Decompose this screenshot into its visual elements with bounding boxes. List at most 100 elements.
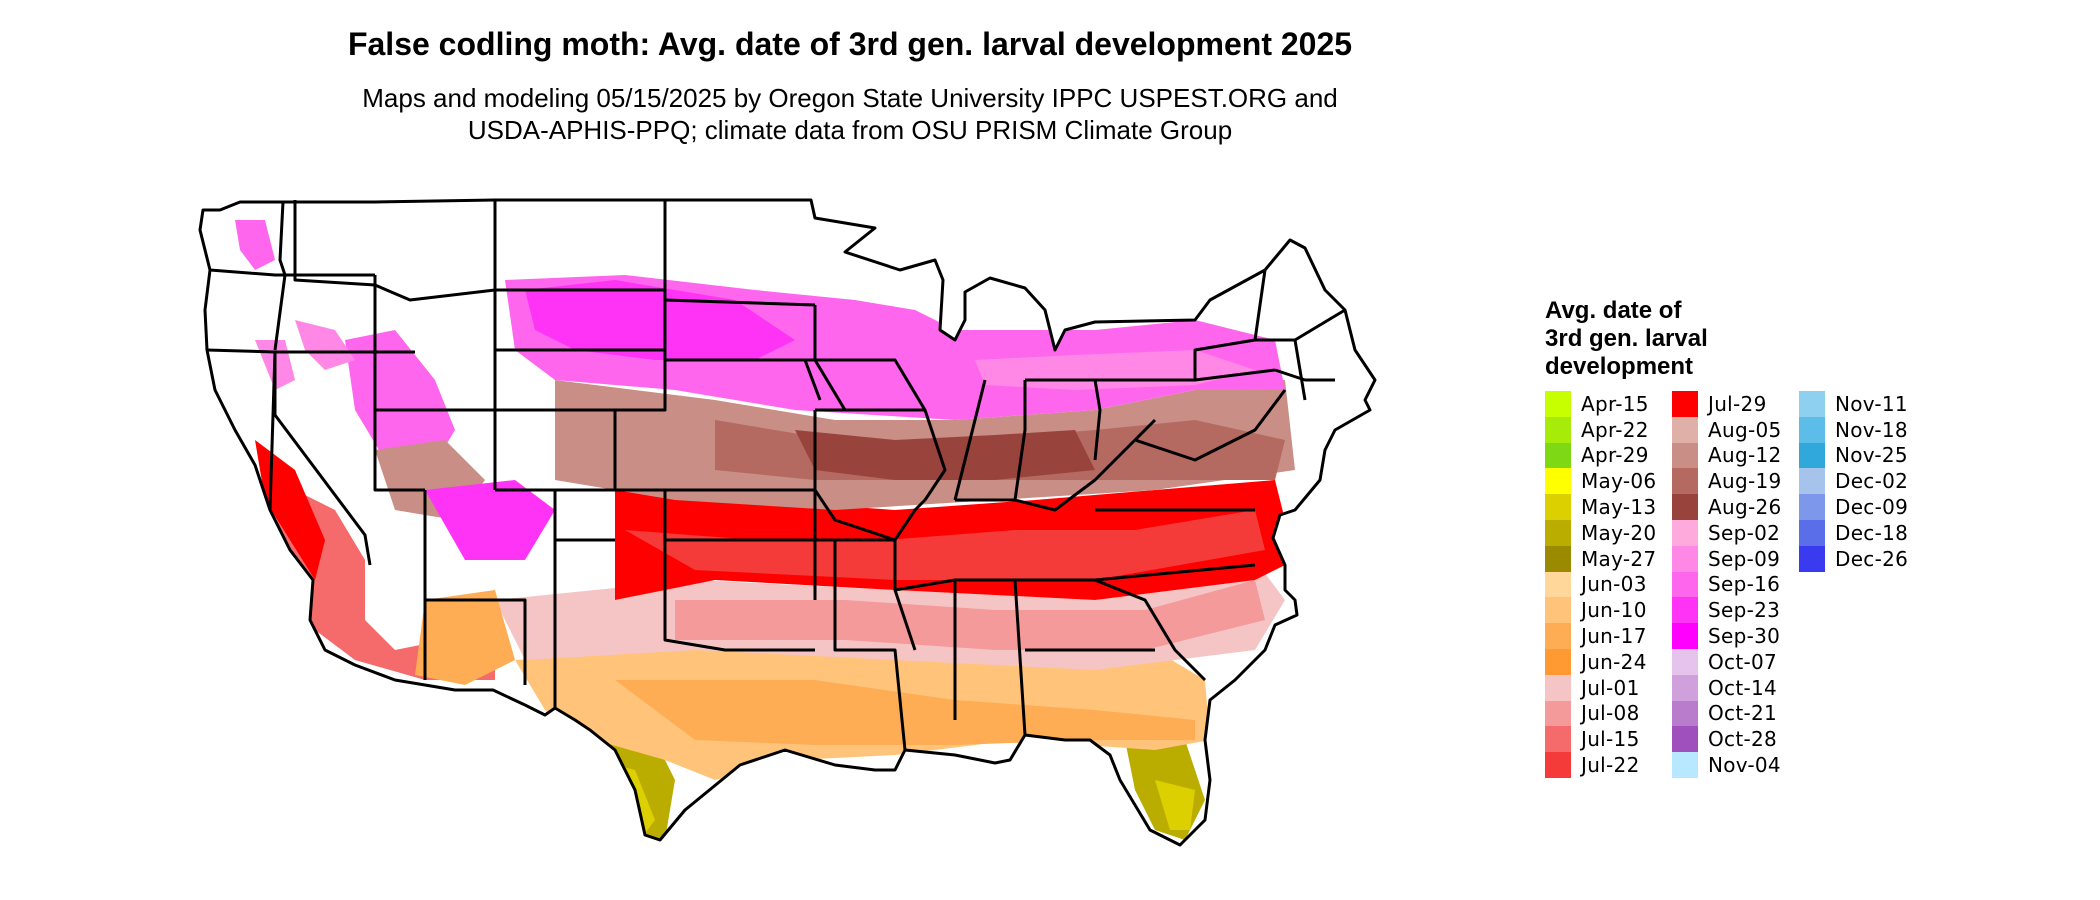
legend-item: Jun-17 (1545, 623, 1672, 649)
legend-item: Sep-23 (1672, 597, 1799, 624)
legend-swatch (1672, 648, 1698, 675)
legend-title: Avg. date of 3rd gen. larval development (1545, 297, 1926, 381)
legend-label: Nov-18 (1835, 417, 1908, 442)
legend-swatch (1545, 416, 1571, 443)
legend-label: Apr-15 (1581, 391, 1649, 416)
legend-swatch (1545, 648, 1571, 675)
legend-swatch (1799, 519, 1825, 546)
legend-item: Sep-16 (1672, 571, 1799, 598)
legend-label: Sep-02 (1708, 520, 1781, 545)
legend-label: Dec-09 (1835, 495, 1909, 520)
legend-item: Jun-10 (1545, 597, 1672, 624)
legend-item: Dec-09 (1799, 494, 1926, 520)
map-subtitle: Maps and modeling 05/15/2025 by Oregon S… (0, 82, 1700, 146)
legend-item: Oct-14 (1672, 674, 1799, 701)
legend-swatch (1545, 700, 1571, 727)
subtitle-line-2: USDA-APHIS-PPQ; climate data from OSU PR… (467, 115, 1233, 145)
legend-swatch (1545, 391, 1571, 417)
legend-item: Sep-02 (1672, 519, 1799, 546)
legend-label: Sep-16 (1708, 572, 1781, 597)
legend-label: Aug-12 (1708, 443, 1782, 468)
legend-item: Jul-08 (1545, 700, 1672, 727)
legend-swatch (1672, 545, 1698, 572)
legend-item: Aug-26 (1672, 494, 1799, 520)
legend-item: Jul-29 (1672, 391, 1799, 417)
legend-label: May-13 (1581, 495, 1657, 520)
legend-swatch (1545, 571, 1571, 598)
legend: Avg. date of 3rd gen. larval development… (1545, 297, 1926, 778)
legend-swatch (1545, 468, 1571, 495)
legend-swatch (1672, 571, 1698, 598)
legend-item: Dec-26 (1799, 545, 1926, 572)
legend-label: May-20 (1581, 520, 1657, 545)
legend-item: May-13 (1545, 494, 1672, 520)
legend-label: Jun-03 (1581, 572, 1647, 597)
legend-label: Dec-18 (1835, 520, 1909, 545)
legend-item: May-06 (1545, 468, 1672, 495)
legend-label: Jul-29 (1708, 391, 1767, 416)
legend-label: Oct-21 (1708, 701, 1778, 726)
legend-label: Aug-19 (1708, 469, 1782, 494)
legend-item: Apr-29 (1545, 442, 1672, 469)
legend-item: Apr-15 (1545, 391, 1672, 417)
legend-label: Aug-26 (1708, 495, 1782, 520)
legend-columns: Apr-15 Apr-22 Apr-29 May-06 May-13 May-20 May-… (1545, 391, 1926, 778)
legend-swatch (1545, 674, 1571, 701)
legend-swatch (1545, 623, 1571, 649)
legend-column: Apr-15 Apr-22 Apr-29 May-06 May-13 May-20 May-… (1545, 391, 1672, 778)
legend-swatch (1545, 545, 1571, 572)
legend-item: Jun-03 (1545, 571, 1672, 598)
legend-label: Jul-22 (1581, 753, 1640, 778)
legend-item: Apr-22 (1545, 416, 1672, 443)
legend-swatch (1545, 494, 1571, 520)
legend-label: Sep-09 (1708, 546, 1781, 571)
legend-label: Jun-24 (1581, 649, 1647, 674)
legend-swatch (1545, 597, 1571, 624)
legend-column: Nov-11 Nov-18 Nov-25 Dec-02 Dec-09 Dec-18 Dec-… (1799, 391, 1926, 778)
legend-item: Nov-11 (1799, 391, 1926, 417)
legend-label: Nov-11 (1835, 391, 1908, 416)
legend-item: Jul-15 (1545, 726, 1672, 753)
legend-item: Dec-18 (1799, 519, 1926, 546)
legend-label: Nov-04 (1708, 753, 1781, 778)
legend-swatch (1799, 468, 1825, 495)
legend-label: Jun-17 (1581, 624, 1647, 649)
legend-label: Oct-07 (1708, 649, 1778, 674)
legend-swatch (1672, 623, 1698, 649)
legend-label: Dec-02 (1835, 469, 1909, 494)
legend-label: Jul-15 (1581, 727, 1640, 752)
legend-title-line-3: development (1545, 353, 1694, 380)
legend-item: May-27 (1545, 545, 1672, 572)
legend-swatch (1799, 494, 1825, 520)
legend-label: Jul-08 (1581, 701, 1640, 726)
legend-label: Jul-01 (1581, 675, 1640, 700)
legend-swatch (1672, 700, 1698, 727)
legend-label: Nov-25 (1835, 443, 1908, 468)
legend-column: Jul-29 Aug-05 Aug-12 Aug-19 Aug-26 Sep-02 Sep-… (1672, 391, 1799, 778)
legend-swatch (1799, 442, 1825, 469)
legend-label: Aug-05 (1708, 417, 1782, 442)
state-boundaries (198, 198, 1377, 847)
legend-swatch (1672, 391, 1698, 417)
legend-swatch (1672, 597, 1698, 624)
legend-label: Jun-10 (1581, 598, 1647, 623)
legend-swatch (1672, 519, 1698, 546)
legend-item: Jul-22 (1545, 752, 1672, 778)
legend-label: Apr-22 (1581, 417, 1649, 442)
legend-swatch (1545, 519, 1571, 546)
legend-swatch (1672, 726, 1698, 753)
legend-label: Sep-23 (1708, 598, 1781, 623)
legend-label: May-06 (1581, 469, 1657, 494)
legend-swatch (1672, 674, 1698, 701)
legend-label: Oct-14 (1708, 675, 1778, 700)
legend-item: Oct-21 (1672, 700, 1799, 727)
legend-label: Apr-29 (1581, 443, 1649, 468)
legend-label: May-27 (1581, 546, 1657, 571)
legend-title-line-1: Avg. date of (1545, 297, 1682, 324)
legend-swatch (1672, 494, 1698, 520)
legend-swatch (1672, 442, 1698, 469)
legend-item: Nov-04 (1672, 752, 1799, 778)
legend-swatch (1672, 468, 1698, 495)
legend-item: Aug-19 (1672, 468, 1799, 495)
legend-swatch (1545, 752, 1571, 778)
